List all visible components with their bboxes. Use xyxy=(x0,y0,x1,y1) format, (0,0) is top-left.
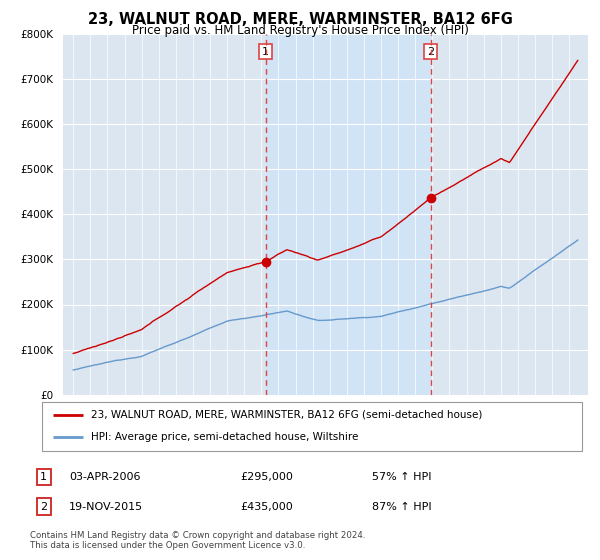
Text: £295,000: £295,000 xyxy=(240,472,293,482)
Text: 1: 1 xyxy=(262,46,269,57)
Text: 57% ↑ HPI: 57% ↑ HPI xyxy=(372,472,431,482)
Text: 2: 2 xyxy=(427,46,434,57)
Text: 19-NOV-2015: 19-NOV-2015 xyxy=(69,502,143,512)
Text: £435,000: £435,000 xyxy=(240,502,293,512)
Text: 03-APR-2006: 03-APR-2006 xyxy=(69,472,140,482)
Text: Contains HM Land Registry data © Crown copyright and database right 2024.
This d: Contains HM Land Registry data © Crown c… xyxy=(30,531,365,550)
Text: HPI: Average price, semi-detached house, Wiltshire: HPI: Average price, semi-detached house,… xyxy=(91,432,358,442)
Text: 87% ↑ HPI: 87% ↑ HPI xyxy=(372,502,431,512)
Text: Price paid vs. HM Land Registry's House Price Index (HPI): Price paid vs. HM Land Registry's House … xyxy=(131,24,469,36)
Bar xyxy=(266,34,430,395)
FancyBboxPatch shape xyxy=(42,402,582,451)
Text: 1: 1 xyxy=(40,472,47,482)
Text: 23, WALNUT ROAD, MERE, WARMINSTER, BA12 6FG (semi-detached house): 23, WALNUT ROAD, MERE, WARMINSTER, BA12 … xyxy=(91,410,482,420)
Text: 23, WALNUT ROAD, MERE, WARMINSTER, BA12 6FG: 23, WALNUT ROAD, MERE, WARMINSTER, BA12 … xyxy=(88,12,512,27)
Text: 2: 2 xyxy=(40,502,47,512)
